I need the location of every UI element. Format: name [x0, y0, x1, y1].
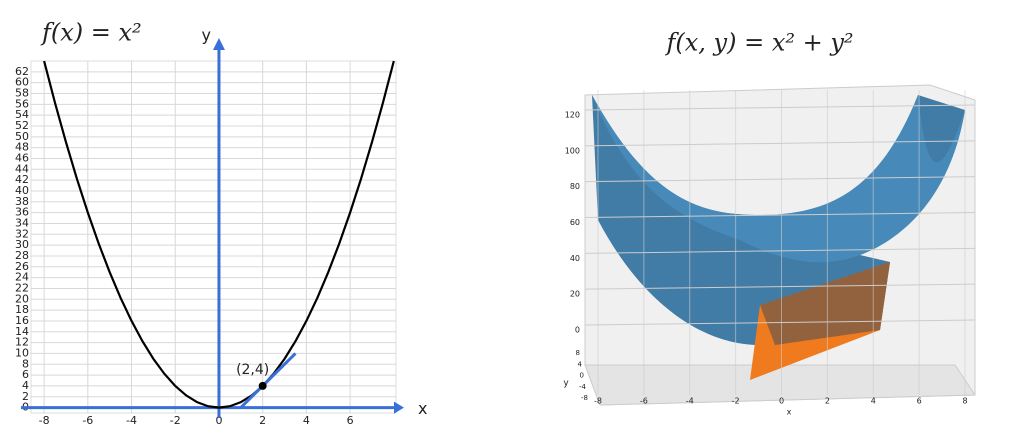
y-tick-label: 22: [15, 281, 29, 294]
y-tick-label: 52: [15, 119, 29, 132]
y-tick-label: 50: [15, 130, 29, 143]
tangent-line: [239, 352, 297, 409]
y-tick-label: -4: [579, 383, 587, 391]
x-tick-label: 0: [779, 397, 784, 406]
y-tick-label: 60: [15, 76, 29, 89]
plot-area: [30, 60, 397, 414]
grid-line: [584, 247, 976, 254]
surface-panel: [584, 84, 976, 406]
y-tick-label: 58: [15, 86, 29, 99]
surface-back: [592, 95, 965, 263]
x-tick-label: -6: [640, 397, 648, 406]
grid-line: [584, 140, 976, 147]
x-tick-label: -8: [39, 414, 50, 427]
chart-title: f(x) = x²: [40, 19, 142, 47]
grid-line: [584, 176, 976, 183]
y-tick-label: 4: [22, 379, 29, 392]
x-tick-label: 4: [303, 414, 310, 427]
y-tick-label: -8: [581, 394, 588, 402]
y-tick-label: 18: [15, 303, 29, 316]
z-tick-label: 40: [570, 254, 580, 263]
y-axis-label: y: [201, 26, 210, 45]
x-tick-label: 4: [871, 397, 876, 406]
y-tick-label: 16: [15, 314, 29, 327]
x-tick-label: 6: [347, 414, 354, 427]
y-tick-label: 10: [15, 346, 29, 359]
x-tick-label: 8: [962, 397, 967, 406]
z-tick-label: 60: [570, 218, 580, 227]
x-axis-label: x: [787, 408, 792, 417]
y-tick-label: 54: [15, 108, 29, 121]
y-tick-label: 38: [15, 195, 29, 208]
y-tick-label: 30: [15, 238, 29, 251]
y-tick-label: 24: [15, 271, 29, 284]
point: [258, 381, 267, 390]
x-tick-label: 2: [825, 397, 830, 406]
point-label: (2,4): [236, 362, 269, 378]
y-tick-label: 0: [580, 372, 584, 380]
y-tick-label: 6: [22, 368, 29, 381]
y-tick-label: 56: [15, 97, 29, 110]
y-tick-label: 40: [15, 184, 29, 197]
z-tick-label: 100: [565, 146, 580, 155]
y-tick-label: 44: [15, 162, 29, 175]
x-arrow: [394, 401, 404, 414]
y-tick-label: 48: [15, 141, 29, 154]
floor: [584, 364, 976, 406]
grid-line: [584, 283, 976, 290]
curve: [43, 60, 395, 409]
y-tick-label: 4: [578, 360, 583, 368]
z-tick-label: 0: [575, 326, 580, 335]
y-tick-label: 8: [576, 349, 580, 357]
chart-title: f(x, y) = x² + y²: [664, 29, 853, 57]
y-tick-label: 46: [15, 151, 29, 164]
z-tick-label: 80: [570, 182, 580, 191]
x-tick-label: 6: [917, 397, 922, 406]
grid-line: [584, 212, 976, 218]
x-tick-label: 0: [215, 414, 222, 427]
z-tick-label: 120: [565, 111, 580, 120]
y-tick-label: 14: [15, 325, 29, 338]
y-tick-label: 62: [15, 65, 29, 78]
y-tick-label: 26: [15, 260, 29, 273]
x-tick-label: -2: [732, 397, 740, 406]
x-tick-label: -6: [82, 414, 93, 427]
y-tick-label: 28: [15, 249, 29, 262]
grid-line: [584, 104, 976, 111]
y-tick-label: 36: [15, 206, 29, 219]
x-axis-label: x: [418, 399, 427, 418]
plane-overlap: [760, 262, 890, 345]
z-tick-label: 20: [570, 290, 580, 299]
y-axis-label: y: [563, 379, 569, 389]
y-tick-label: 42: [15, 173, 29, 186]
x-tick-label: -4: [686, 397, 694, 406]
x-tick-label: -8: [594, 397, 602, 406]
y-tick-label: 2: [22, 390, 29, 403]
y-tick-label: 12: [15, 336, 29, 349]
y-tick-label: 8: [22, 357, 29, 370]
grid-line: [584, 319, 976, 326]
x-tick-label: -4: [126, 414, 137, 427]
x-tick-label: 2: [259, 414, 266, 427]
y-arrow: [212, 38, 225, 50]
y-tick-label: 32: [15, 227, 29, 240]
y-tick-label: 20: [15, 292, 29, 305]
x-tick-label: -2: [170, 414, 181, 427]
y-tick-label: 34: [15, 216, 29, 229]
